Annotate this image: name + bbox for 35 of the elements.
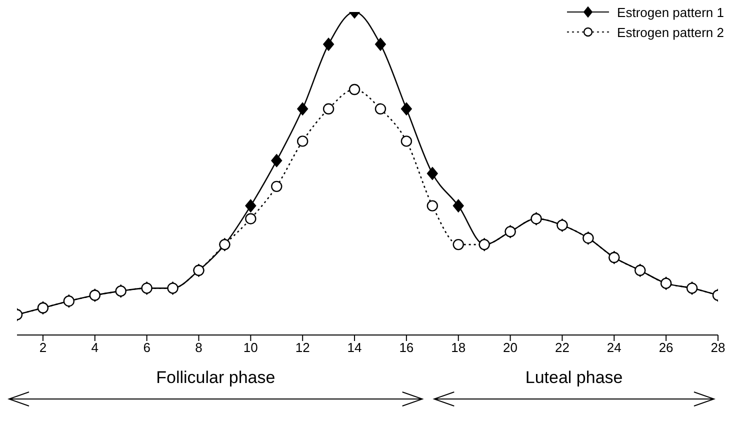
point bbox=[271, 154, 282, 168]
point bbox=[296, 136, 308, 147]
point bbox=[323, 38, 334, 51]
x-tick-label: 12 bbox=[295, 340, 310, 356]
point bbox=[426, 167, 438, 180]
point bbox=[348, 84, 360, 96]
x-tick-label: 22 bbox=[554, 340, 570, 356]
text: Luteal phase bbox=[525, 368, 623, 387]
point bbox=[400, 136, 412, 147]
point bbox=[374, 38, 386, 51]
point bbox=[400, 102, 412, 116]
point bbox=[426, 200, 438, 212]
x-tick-label: 20 bbox=[503, 340, 518, 356]
legend-label: Estrogen pattern 1 bbox=[617, 4, 724, 20]
x-tick-label: 2 bbox=[39, 340, 47, 356]
x-tick-label: 10 bbox=[243, 340, 258, 356]
point bbox=[297, 102, 308, 116]
point bbox=[271, 180, 282, 192]
x-tick-label: 8 bbox=[195, 340, 202, 356]
x-tick-label: 6 bbox=[143, 340, 150, 356]
point bbox=[322, 103, 334, 114]
legend-label: Estrogen pattern 2 bbox=[617, 24, 724, 40]
point bbox=[452, 199, 464, 212]
x-tick-label: 4 bbox=[91, 340, 99, 356]
x-tick-label: 24 bbox=[606, 340, 622, 356]
x-tick-label: 16 bbox=[399, 340, 414, 356]
text: Follicular phase bbox=[156, 368, 276, 387]
point bbox=[245, 199, 256, 212]
point bbox=[245, 213, 256, 224]
x-tick-label: 18 bbox=[451, 340, 466, 356]
point bbox=[374, 103, 386, 114]
point bbox=[452, 238, 464, 250]
x-tick-label: 14 bbox=[347, 340, 362, 356]
x-tick-label: 26 bbox=[658, 340, 674, 356]
x-tick-label: 28 bbox=[710, 340, 726, 356]
